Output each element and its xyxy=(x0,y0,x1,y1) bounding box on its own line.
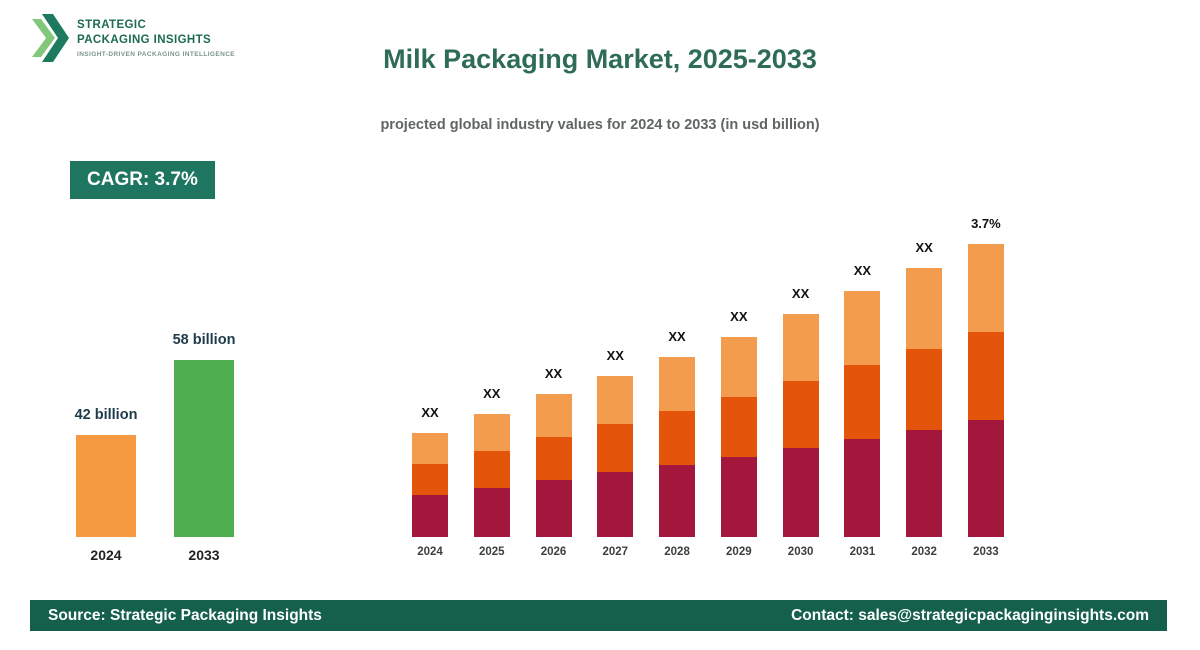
bar-segment-middle xyxy=(844,365,881,439)
x-axis-year-label: 2033 xyxy=(973,546,999,558)
cagr-badge: CAGR: 3.7% xyxy=(70,161,215,199)
summary-value-label: 42 billion xyxy=(74,407,138,423)
page-subtitle: projected global industry values for 202… xyxy=(380,117,820,133)
x-axis-year-label: 2032 xyxy=(911,546,937,558)
growth-summary-chart: 42 billion 2024 58 billion 2033 xyxy=(70,300,240,563)
bar-segment-bottom xyxy=(473,488,510,537)
x-axis-year-label: 2028 xyxy=(664,546,690,558)
summary-year-label: 2024 xyxy=(90,547,122,563)
summary-bar xyxy=(76,435,136,537)
footer-bar: Source: Strategic Packaging Insights Con… xyxy=(30,600,1167,631)
bar-segment-top xyxy=(906,268,943,349)
logo-text: STRATEGIC PACKAGING INSIGHTS INSIGHT-DRI… xyxy=(77,18,235,59)
stacked-bar-group-2033: 3.7% 2033 xyxy=(967,196,1004,558)
bar-segment-bottom xyxy=(967,420,1004,537)
stacked-bar-chart: XX 2024 XX 2025 XX 2026 XX 2027 XX 2028 XX 2029 XX 20… xyxy=(412,196,1004,558)
bar-segment-bottom xyxy=(659,465,696,537)
x-axis-year-label: 2027 xyxy=(602,546,629,558)
bar-top-label: XX xyxy=(606,348,624,363)
bar-segment-top xyxy=(782,314,819,381)
bar-segment-top xyxy=(720,337,757,397)
logo: STRATEGIC PACKAGING INSIGHTS INSIGHT-DRI… xyxy=(30,12,235,64)
summary-year-label: 2033 xyxy=(188,547,220,563)
bar-segment-middle xyxy=(412,464,448,495)
stacked-bar-group-2031: XX 2031 xyxy=(844,196,881,558)
bar-top-label: 3.7% xyxy=(971,216,1001,231)
page-title: Milk Packaging Market, 2025-2033 xyxy=(383,44,817,74)
bar-top-label: XX xyxy=(730,309,748,324)
stacked-bar-group-2028: XX 2028 xyxy=(659,196,696,558)
bar-segment-middle xyxy=(782,381,819,448)
bar-segment-middle xyxy=(597,424,634,472)
stacked-bar-group-2027: XX 2027 xyxy=(597,196,634,558)
bar-segment-bottom xyxy=(597,472,634,537)
bar-segment-middle xyxy=(473,451,510,488)
bar-top-label: XX xyxy=(668,329,686,344)
bar-segment-middle xyxy=(720,397,757,457)
logo-chevrons-icon xyxy=(32,14,69,62)
summary-bar xyxy=(174,360,234,537)
bar-top-label: XX xyxy=(483,386,501,401)
footer-source: Source: Strategic Packaging Insights xyxy=(48,606,322,624)
logo-tagline: INSIGHT-DRIVEN PACKAGING INTELLIGENCE xyxy=(77,51,236,59)
stacked-bar-group-2030: XX 2030 xyxy=(782,196,819,558)
summary-value-label: 58 billion xyxy=(172,332,236,348)
bar-segment-bottom xyxy=(782,448,819,537)
stacked-bar-group-2026: XX 2026 xyxy=(535,196,572,558)
stacked-bar-group-2032: XX 2032 xyxy=(906,196,943,558)
bar-segment-middle xyxy=(967,332,1004,420)
bar-segment-top xyxy=(659,357,696,411)
bar-segment-middle xyxy=(906,349,943,430)
bar-top-label: XX xyxy=(853,263,872,278)
bar-top-label: XX xyxy=(915,240,933,255)
bar-segment-top xyxy=(967,244,1004,332)
logo-name-line1: STRATEGIC xyxy=(77,18,147,31)
bar-segment-middle xyxy=(659,411,696,465)
x-axis-year-label: 2026 xyxy=(540,546,567,558)
bar-segment-bottom xyxy=(906,430,943,537)
stacked-bar-group-2025: XX 2025 xyxy=(473,196,510,558)
bar-segment-bottom xyxy=(535,480,572,537)
x-axis-year-label: 2024 xyxy=(417,546,443,558)
x-axis-year-label: 2025 xyxy=(478,546,505,558)
summary-bar-group-2024: 42 billion 2024 xyxy=(70,300,142,563)
bar-segment-top xyxy=(473,414,510,451)
bar-segment-middle xyxy=(535,437,572,480)
stacked-bar-group-2029: XX 2029 xyxy=(720,196,757,558)
bar-segment-bottom xyxy=(412,495,448,537)
stacked-bar-group-2024: XX 2024 xyxy=(412,196,448,558)
bar-segment-top xyxy=(597,376,634,424)
x-axis-year-label: 2029 xyxy=(726,546,752,558)
bar-segment-bottom xyxy=(720,457,757,537)
logo-name-line2: PACKAGING INSIGHTS xyxy=(77,33,212,46)
bar-top-label: XX xyxy=(791,286,810,301)
footer-contact: Contact: sales@strategicpackaginginsight… xyxy=(791,606,1149,624)
bar-segment-top xyxy=(412,433,448,464)
x-axis-year-label: 2031 xyxy=(849,546,876,558)
bar-top-label: XX xyxy=(544,366,563,381)
bar-segment-top xyxy=(535,394,572,437)
x-axis-year-label: 2030 xyxy=(787,546,814,558)
bar-segment-bottom xyxy=(844,439,881,537)
bar-top-label: XX xyxy=(421,405,439,420)
summary-bar-group-2033: 58 billion 2033 xyxy=(168,300,240,563)
bar-segment-top xyxy=(844,291,881,365)
